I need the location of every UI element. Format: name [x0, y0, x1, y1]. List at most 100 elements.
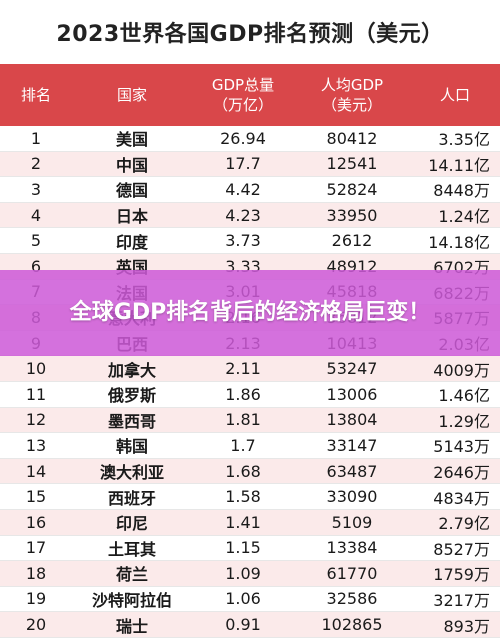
cell-population: 4834万	[433, 488, 490, 508]
cell-rank: 13	[25, 435, 47, 455]
cell-gdp: 1.68	[225, 461, 261, 481]
cell-gdp-per-capita: 12541	[326, 154, 378, 174]
cell-country: 澳大利亚	[99, 463, 164, 483]
headline-banner[interactable]: 全球GDP排名背后的经济格局巨变！	[0, 270, 500, 356]
table-row: 18 荷兰 1.09 61770 1759万	[0, 561, 500, 587]
cell-gdp: 1.06	[225, 589, 261, 609]
header-country: 国家	[116, 86, 147, 104]
cell-rank: 10	[25, 359, 47, 379]
cell-gdp: 1.09	[225, 563, 261, 583]
cell-population: 1.29亿	[438, 411, 490, 431]
cell-rank: 14	[25, 461, 47, 481]
cell-gdp-per-capita: 5109	[331, 512, 373, 532]
table-row: 1 美国 26.94 80412 3.35亿	[0, 126, 500, 152]
table-row: 4 日本 4.23 33950 1.24亿	[0, 202, 500, 229]
header-gdp: GDP总量 （万亿）	[211, 76, 275, 114]
cell-gdp: 2.11	[225, 359, 261, 379]
cell-gdp: 1.81	[225, 410, 261, 430]
cell-gdp: 1.41	[225, 512, 261, 532]
cell-gdp: 26.94	[220, 128, 266, 148]
table-row: 14 澳大利亚 1.68 63487 2646万	[0, 458, 500, 485]
cell-country: 俄罗斯	[107, 386, 156, 406]
cell-rank: 1	[30, 128, 42, 148]
cell-population: 3.35亿	[438, 130, 490, 150]
table-row: 20 瑞士 0.91 102865 893万	[0, 612, 500, 638]
table-row: 19 沙特阿拉伯 1.06 32586 3217万	[0, 587, 500, 613]
cell-rank: 19	[25, 589, 47, 609]
cell-population: 14.11亿	[428, 155, 490, 175]
cell-gdp-per-capita: 13804	[326, 410, 378, 430]
table-row: 12 墨西哥 1.81 13804 1.29亿	[0, 407, 500, 434]
cell-gdp-per-capita: 61770	[326, 563, 378, 583]
cell-country: 土耳其	[107, 539, 156, 559]
headline-text: 全球GDP排名背后的经济格局巨变！	[69, 300, 431, 325]
cell-country: 韩国	[115, 437, 148, 457]
cell-rank: 5	[30, 231, 42, 251]
cell-country: 西班牙	[107, 488, 156, 508]
cell-gdp-per-capita: 80412	[326, 128, 378, 148]
cell-country: 印度	[115, 232, 148, 252]
cell-rank: 3	[30, 179, 42, 199]
cell-gdp: 1.15	[225, 538, 261, 558]
cell-country: 中国	[115, 155, 148, 175]
table-row: 3 德国 4.42 52824 8448万	[0, 177, 500, 203]
cell-rank: 12	[25, 410, 47, 430]
cell-population: 4009万	[433, 360, 490, 380]
cell-gdp-per-capita: 13384	[326, 538, 378, 558]
header-population: 人口	[439, 86, 470, 104]
table-row: 17 土耳其 1.15 13384 8527万	[0, 536, 500, 562]
cell-rank: 20	[25, 615, 47, 635]
cell-population: 5143万	[433, 437, 490, 457]
cell-rank: 15	[25, 487, 47, 507]
table-header: 排名 国家 GDP总量 （万亿） 人均GDP （美元） 人口	[0, 64, 500, 126]
cell-country: 美国	[115, 130, 148, 150]
cell-country: 墨西哥	[107, 411, 156, 431]
cell-country: 德国	[115, 181, 148, 201]
cell-population: 8527万	[433, 539, 490, 559]
cell-population: 1.24亿	[438, 207, 490, 227]
cell-population: 8448万	[433, 181, 490, 201]
table-row: 5 印度 3.73 2612 14.18亿	[0, 228, 500, 254]
cell-gdp: 1.86	[225, 384, 261, 404]
cell-rank: 17	[25, 538, 47, 558]
cell-population: 2646万	[433, 463, 490, 483]
cell-country: 荷兰	[115, 565, 148, 585]
table-row: 11 俄罗斯 1.86 13006 1.46亿	[0, 382, 500, 408]
cell-rank: 18	[25, 563, 47, 583]
cell-gdp-per-capita: 102865	[321, 615, 383, 635]
cell-country: 瑞士	[115, 616, 148, 636]
cell-gdp-per-capita: 53247	[326, 359, 378, 379]
cell-gdp: 17.7	[225, 154, 261, 174]
cell-gdp: 0.91	[225, 615, 261, 635]
cell-gdp-per-capita: 13006	[326, 384, 378, 404]
cell-population: 3217万	[433, 590, 490, 610]
cell-population: 1759万	[433, 565, 490, 585]
cell-rank: 16	[25, 512, 47, 532]
table-body: 1 美国 26.94 80412 3.35亿 2 中国 17.7 12541 14.11亿 3 德国 4…	[0, 126, 500, 638]
table-row: 15 西班牙 1.58 33090 4834万	[0, 484, 500, 510]
table-row: 10 加拿大 2.11 53247 4009万	[0, 356, 500, 382]
cell-gdp-per-capita: 2612	[331, 231, 373, 251]
cell-rank: 4	[30, 205, 42, 225]
cell-gdp: 3.73	[225, 231, 261, 251]
cell-rank: 2	[30, 154, 42, 174]
cell-gdp: 1.7	[230, 435, 256, 455]
cell-gdp-per-capita: 33950	[326, 205, 378, 225]
cell-gdp-per-capita: 32586	[326, 589, 378, 609]
cell-population: 14.18亿	[428, 232, 490, 252]
cell-gdp: 1.58	[225, 487, 261, 507]
cell-gdp-per-capita: 52824	[326, 179, 378, 199]
cell-population: 1.46亿	[438, 386, 490, 406]
cell-rank: 11	[25, 384, 47, 404]
cell-gdp: 4.42	[225, 179, 261, 199]
cell-gdp-per-capita: 33090	[326, 487, 378, 507]
cell-gdp-per-capita: 33147	[326, 435, 378, 455]
cell-country: 印尼	[115, 514, 148, 534]
header-rank: 排名	[20, 86, 51, 104]
page-title: 2023世界各国GDP排名预测（美元）	[56, 22, 444, 47]
cell-country: 沙特阿拉伯	[91, 590, 172, 610]
cell-country: 加拿大	[107, 360, 156, 380]
cell-country: 日本	[115, 207, 148, 227]
cell-population: 2.79亿	[438, 514, 490, 534]
header-gdp-per-capita: 人均GDP （美元）	[320, 76, 384, 114]
